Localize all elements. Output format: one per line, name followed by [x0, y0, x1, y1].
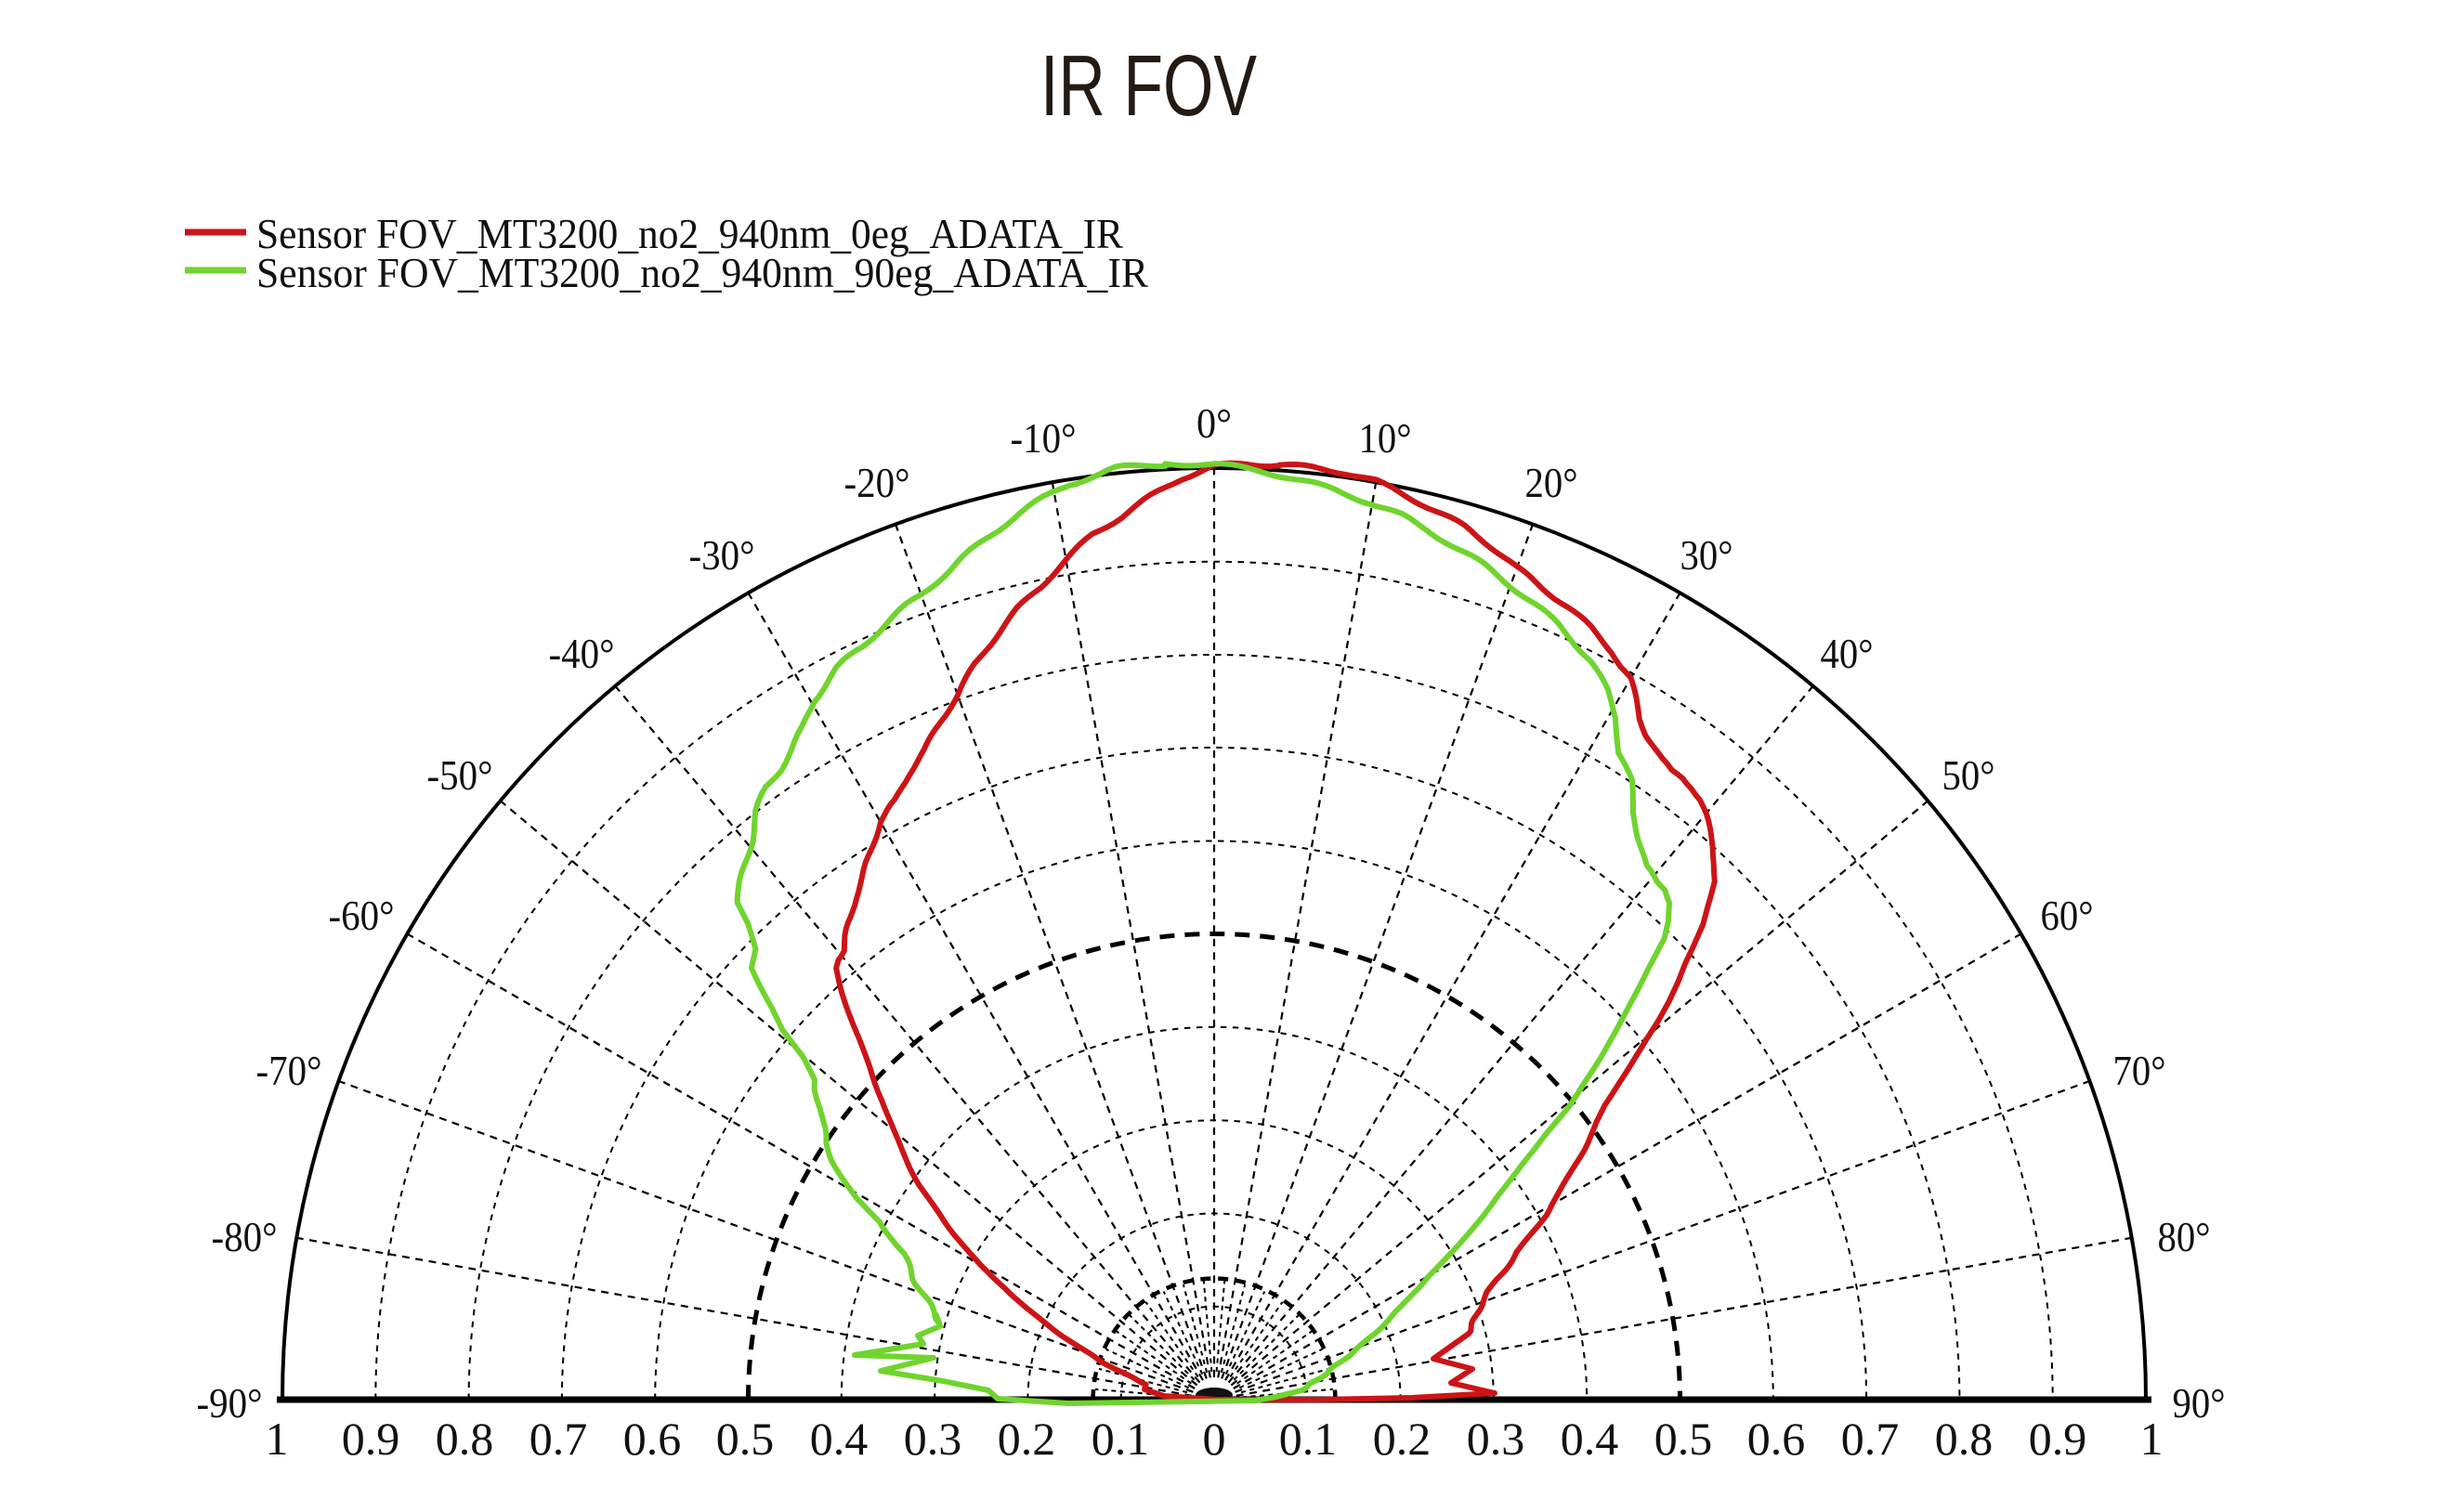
- svg-text:0.8: 0.8: [436, 1413, 494, 1465]
- svg-text:0.4: 0.4: [1561, 1413, 1619, 1465]
- svg-text:80°: 80°: [2158, 1213, 2211, 1260]
- svg-text:Sensor FOV_MT3200_no2_940nm_90: Sensor FOV_MT3200_no2_940nm_90eg_ADATA_I…: [256, 249, 1148, 296]
- svg-text:0.4: 0.4: [810, 1413, 869, 1465]
- svg-text:90°: 90°: [2173, 1379, 2226, 1427]
- svg-text:-50°: -50°: [427, 751, 493, 799]
- svg-text:0.6: 0.6: [623, 1413, 682, 1465]
- svg-text:Sensor FOV_MT3200_no2_940nm_0e: Sensor FOV_MT3200_no2_940nm_0eg_ADATA_IR: [256, 210, 1123, 257]
- svg-text:0.9: 0.9: [2029, 1413, 2087, 1465]
- svg-text:-60°: -60°: [329, 892, 395, 939]
- svg-text:10°: 10°: [1359, 414, 1412, 462]
- svg-text:0.5: 0.5: [1654, 1413, 1713, 1465]
- svg-text:0.9: 0.9: [342, 1413, 400, 1465]
- svg-text:40°: 40°: [1821, 630, 1874, 677]
- svg-text:-20°: -20°: [844, 459, 910, 506]
- svg-text:0.7: 0.7: [530, 1413, 588, 1465]
- svg-text:0.1: 0.1: [1092, 1413, 1150, 1465]
- svg-text:0.7: 0.7: [1841, 1413, 1900, 1465]
- svg-text:1: 1: [2140, 1413, 2164, 1465]
- svg-text:0°: 0°: [1196, 399, 1232, 447]
- svg-text:-30°: -30°: [689, 531, 755, 579]
- svg-text:30°: 30°: [1680, 531, 1733, 579]
- svg-text:0.3: 0.3: [1467, 1413, 1525, 1465]
- svg-text:-10°: -10°: [1011, 414, 1077, 462]
- svg-text:IR FOV: IR FOV: [1040, 37, 1257, 134]
- svg-text:0.2: 0.2: [998, 1413, 1056, 1465]
- svg-text:0.2: 0.2: [1373, 1413, 1432, 1465]
- svg-text:70°: 70°: [2113, 1047, 2166, 1094]
- svg-text:-90°: -90°: [197, 1379, 263, 1427]
- svg-text:0.1: 0.1: [1279, 1413, 1338, 1465]
- svg-text:-40°: -40°: [549, 630, 615, 677]
- svg-text:-80°: -80°: [212, 1213, 278, 1260]
- svg-text:-70°: -70°: [256, 1047, 322, 1094]
- svg-text:60°: 60°: [2041, 892, 2094, 939]
- svg-text:0.8: 0.8: [1935, 1413, 1994, 1465]
- svg-text:0: 0: [1203, 1413, 1226, 1465]
- svg-text:20°: 20°: [1525, 459, 1578, 506]
- svg-text:50°: 50°: [1942, 751, 1995, 799]
- svg-text:0.6: 0.6: [1747, 1413, 1806, 1465]
- svg-text:0.3: 0.3: [904, 1413, 962, 1465]
- svg-text:1: 1: [266, 1413, 289, 1465]
- svg-text:0.5: 0.5: [716, 1413, 775, 1465]
